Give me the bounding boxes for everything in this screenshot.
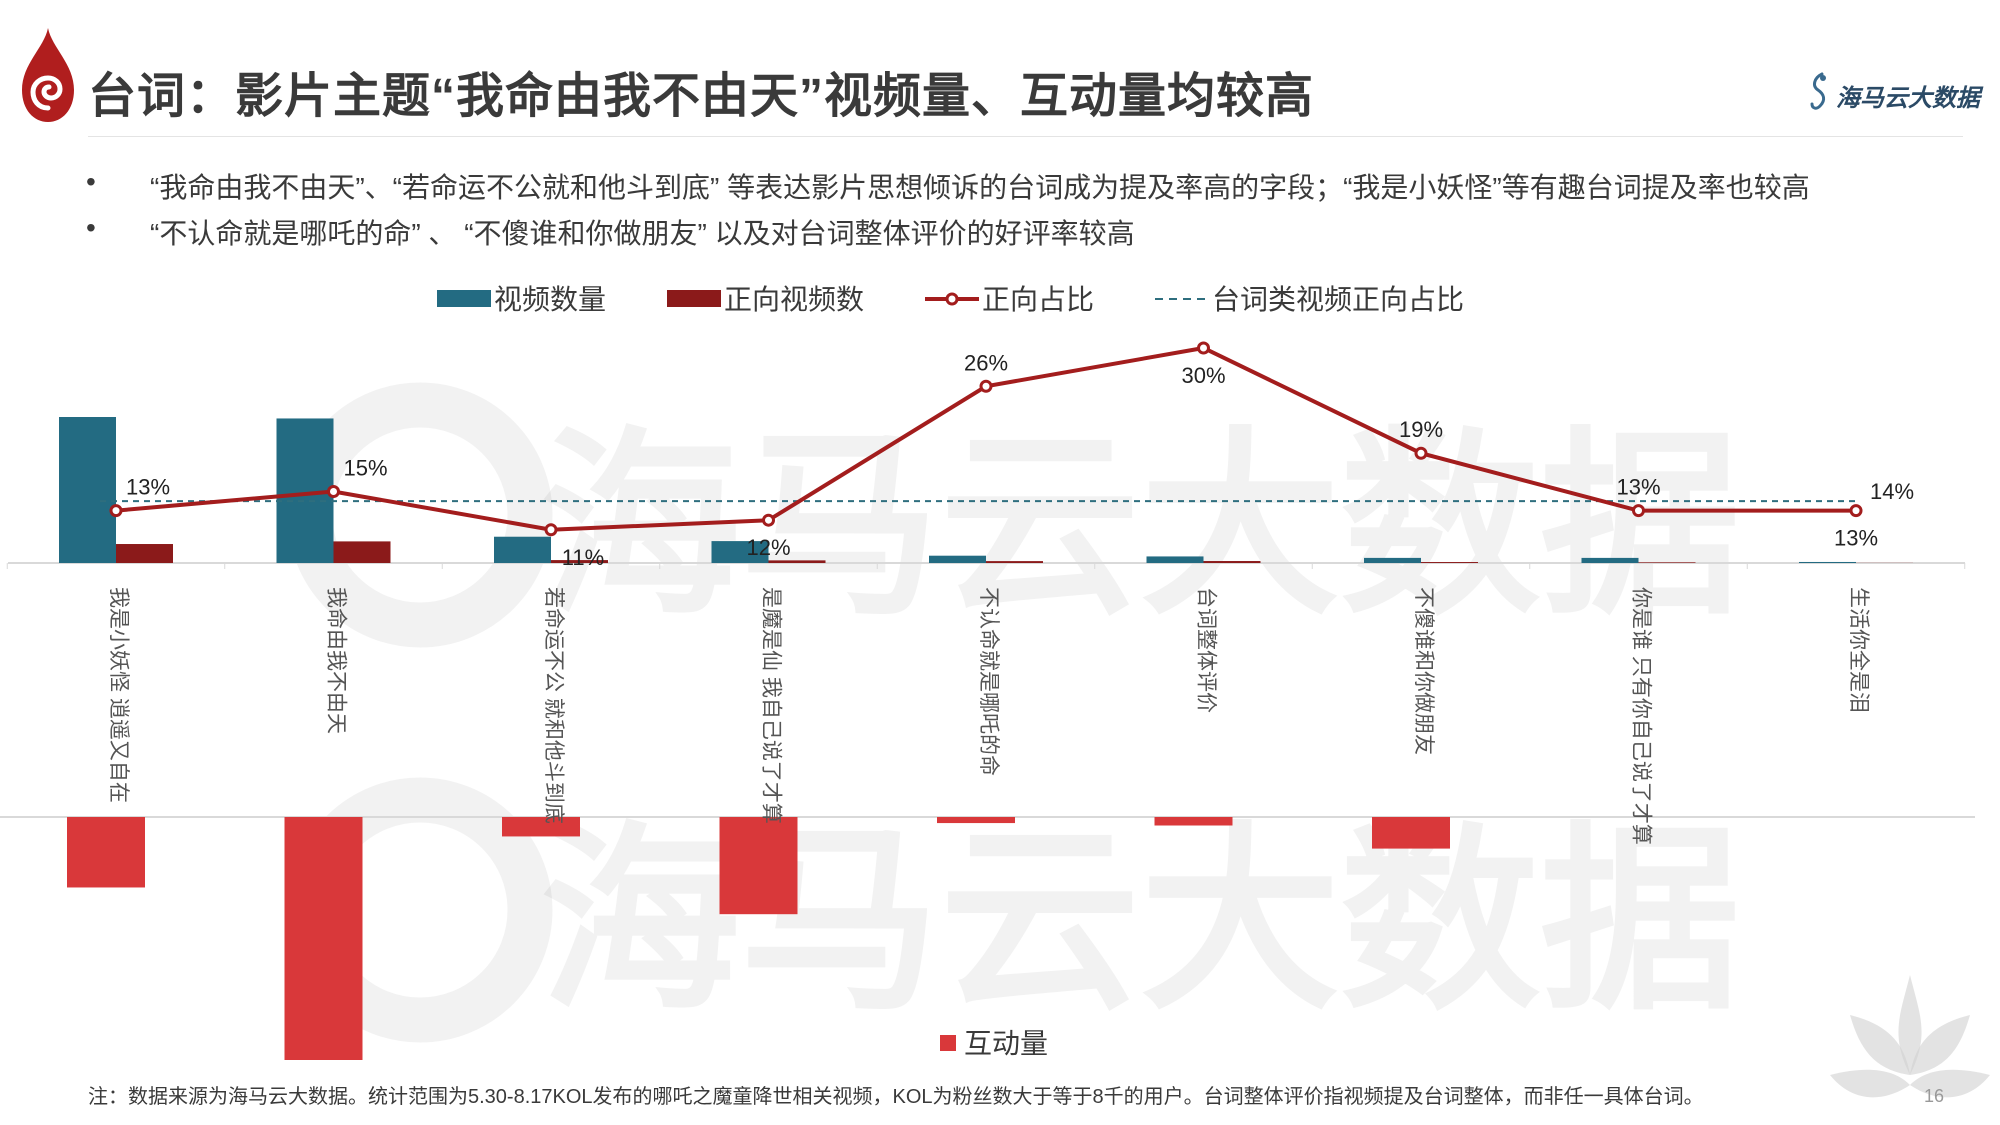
flame-logo-icon — [22, 28, 74, 122]
legend-item: 台词类视频正向占比 — [1155, 284, 1464, 315]
bar-positive-videos — [551, 560, 608, 563]
page-title: 台词：影片主题“我命由我不由天”视频量、互动量均较高 — [88, 70, 1315, 123]
bullet-item: • “我命由我不由天”、“若命运不公就和他斗到底” 等表达影片思想倾诉的台词成为… — [86, 166, 1986, 212]
category-label: 你是谁 只有你自己说了才算 — [1630, 587, 1653, 845]
bar-interaction — [1154, 817, 1233, 826]
title-divider — [88, 136, 1963, 137]
bar-interaction — [284, 817, 363, 1060]
line-point — [1414, 446, 1428, 460]
legend-swatch — [940, 1035, 956, 1051]
bar-positive-videos — [1638, 562, 1696, 563]
bar-video-count — [929, 555, 986, 563]
bar-interaction — [937, 817, 1015, 824]
bar-positive-videos — [1421, 562, 1478, 563]
category-label: 台词整体评价 — [1195, 587, 1218, 713]
bar-positive-videos — [1203, 561, 1261, 563]
legend-label: 视频数量 — [494, 284, 606, 315]
bar-positive-videos — [986, 561, 1043, 563]
legend-marker — [945, 292, 959, 306]
line-point — [1849, 504, 1863, 518]
title-bar: 台词：影片主题“我命由我不由天”视频量、互动量均较高 海马云大数据 — [0, 0, 2000, 140]
watermark: 海马云大数据 海马云大数据 — [287, 382, 1740, 1043]
data-label: 15% — [343, 456, 387, 481]
brand-mark-icon — [1810, 72, 1826, 110]
bar-interaction — [67, 817, 145, 888]
bar-interaction — [1372, 817, 1450, 849]
line-point — [762, 513, 775, 527]
category-label: 我命由我不由天 — [325, 587, 348, 734]
bar-video-count — [1146, 556, 1204, 563]
data-label: 30% — [1181, 363, 1225, 388]
legend-swatch — [437, 290, 491, 307]
line-point — [544, 523, 558, 537]
category-label: 不傻谁和你做朋友 — [1412, 587, 1435, 755]
category-label: 是魔是仙 我自己说了才算 — [760, 587, 783, 824]
chart-marks — [0, 341, 1975, 1060]
lotus-decoration-icon — [1830, 975, 1990, 1098]
bullet-item: • “不认命就是哪吒的命” 、 “不傻谁和你做朋友” 以及对台词整体评价的好评率… — [86, 212, 1986, 258]
line-point — [979, 379, 993, 393]
reference-label: 14% — [1870, 479, 1914, 504]
legend-item: 视频数量 — [437, 284, 606, 315]
bullet-text: “不认命就是哪吒的命” 、 “不傻谁和你做朋友” 以及对台词整体评价的好评率较高 — [150, 218, 1135, 249]
bar-video-count — [711, 541, 769, 563]
bar-video-count — [59, 417, 116, 563]
bar-positive-videos — [333, 541, 391, 563]
category-label: 不认命就是哪吒的命 — [977, 587, 1000, 776]
legend-label: 互动量 — [964, 1028, 1048, 1059]
bar-positive-videos — [768, 560, 826, 563]
data-label: 12% — [746, 535, 790, 560]
legend-item: 正向视频数 — [667, 284, 864, 315]
data-label: 26% — [964, 350, 1008, 375]
legend-item: 正向占比 — [925, 284, 1094, 315]
data-label: 13% — [126, 475, 170, 500]
bar-video-count — [1799, 561, 1856, 563]
chart-labels: 14% 13% 15% 11% 12% 26% 30% 19% 13% 13% 我是小妖怪 逍遥又自… — [107, 350, 1914, 845]
brand-name: 海马云大数据 — [1836, 85, 1980, 112]
category-label: 若命运不公 就和他斗到底 — [542, 587, 565, 824]
data-label: 13% — [1834, 526, 1878, 551]
data-label: 19% — [1399, 417, 1443, 442]
line-point — [109, 504, 123, 518]
line-point — [1632, 504, 1645, 518]
footnote: 注：数据来源为海马云大数据。统计范围为5.30-8.17KOL发布的哪吒之魔童降… — [88, 1086, 1704, 1108]
data-label: 13% — [1616, 475, 1660, 500]
bullet-text: “我命由我不由天”、“若命运不公就和他斗到底” 等表达影片思想倾诉的台词成为提及… — [150, 172, 1810, 203]
bar-interaction — [502, 817, 580, 837]
bullet-marker: • — [86, 212, 96, 243]
legend-label: 正向视频数 — [724, 284, 864, 315]
bar-video-count — [1581, 557, 1639, 563]
bar-positive-videos — [116, 544, 173, 563]
bar-video-count — [494, 536, 551, 563]
category-label: 生活你全是泪 — [1847, 587, 1870, 713]
data-label: 11% — [562, 545, 604, 570]
legend-swatch — [667, 290, 721, 307]
page-number: 16 — [1924, 1086, 1945, 1106]
bar-video-count — [1364, 557, 1421, 563]
line-point — [1197, 341, 1210, 355]
bar-interaction — [719, 817, 798, 915]
legend-label: 正向占比 — [982, 284, 1094, 315]
category-label: 我是小妖怪 逍遥又自在 — [107, 587, 130, 803]
bullet-list: • “我命由我不由天”、“若命运不公就和他斗到底” 等表达影片思想倾诉的台词成为… — [86, 166, 1986, 258]
bullet-marker: • — [86, 166, 96, 197]
watermark-text: 海马云大数据 — [540, 415, 1740, 638]
legend-item: 互动量 — [940, 1028, 1048, 1059]
line-bar-chart: 海马云大数据 海马云大数据 视频数量 正向视频数 正向占比 台词类视频正向占比互动量 … — [0, 284, 1975, 1060]
line-point — [327, 485, 340, 498]
legend-label: 台词类视频正向占比 — [1212, 284, 1464, 315]
